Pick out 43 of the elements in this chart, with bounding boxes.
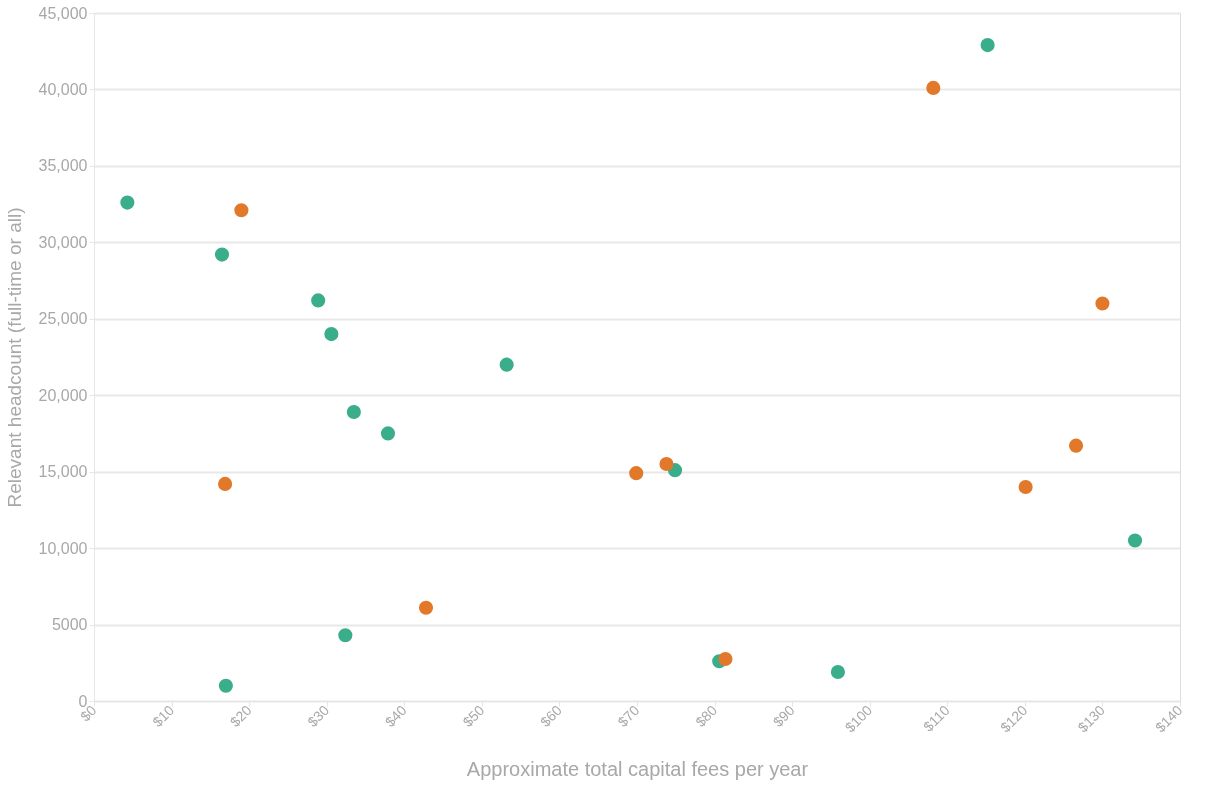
x-tick-label: $10 xyxy=(149,701,178,730)
point xyxy=(346,404,361,420)
y-tick-label: 0 xyxy=(78,692,88,710)
point xyxy=(659,456,674,472)
x-tick-label: $30 xyxy=(304,701,333,730)
point xyxy=(629,466,644,481)
y-tick-label: 15,000 xyxy=(38,463,88,481)
x-tick-label: $20 xyxy=(226,701,255,730)
y-tick-label: 30,000 xyxy=(38,233,88,251)
point xyxy=(980,38,995,53)
y-tick-label: 40,000 xyxy=(38,80,88,98)
point xyxy=(311,293,326,308)
point xyxy=(718,651,733,667)
point xyxy=(338,628,353,643)
y-tick-label: 20,000 xyxy=(38,386,88,404)
point xyxy=(1127,533,1143,548)
x-tick-label: $80 xyxy=(692,701,721,730)
point xyxy=(1018,479,1033,495)
point xyxy=(234,203,249,218)
point xyxy=(1095,296,1110,311)
y-tick-label: 5000 xyxy=(51,616,88,634)
x-axis-title: Approximate total capital fees per year xyxy=(466,758,809,781)
x-tick-label: $90 xyxy=(769,701,798,730)
point xyxy=(499,357,514,372)
point xyxy=(926,80,941,95)
x-tick-label: $60 xyxy=(537,701,566,730)
y-tick-label: 10,000 xyxy=(38,539,88,557)
point xyxy=(830,664,845,680)
point xyxy=(120,195,135,210)
x-tick-label: $50 xyxy=(459,701,488,730)
point xyxy=(418,600,434,615)
x-tick-label: $70 xyxy=(614,701,643,730)
point xyxy=(324,327,339,342)
y-tick-label: 25,000 xyxy=(38,310,88,328)
point xyxy=(380,426,396,441)
point xyxy=(218,476,233,491)
y-axis-title: Relevant headcount (full-time or all) xyxy=(3,207,25,508)
y-tick-label: 45,000 xyxy=(38,4,88,22)
point xyxy=(214,247,230,262)
point xyxy=(1068,438,1084,453)
x-tick-label: $40 xyxy=(381,701,410,730)
point xyxy=(218,678,233,693)
y-tick-label: 35,000 xyxy=(38,157,88,175)
